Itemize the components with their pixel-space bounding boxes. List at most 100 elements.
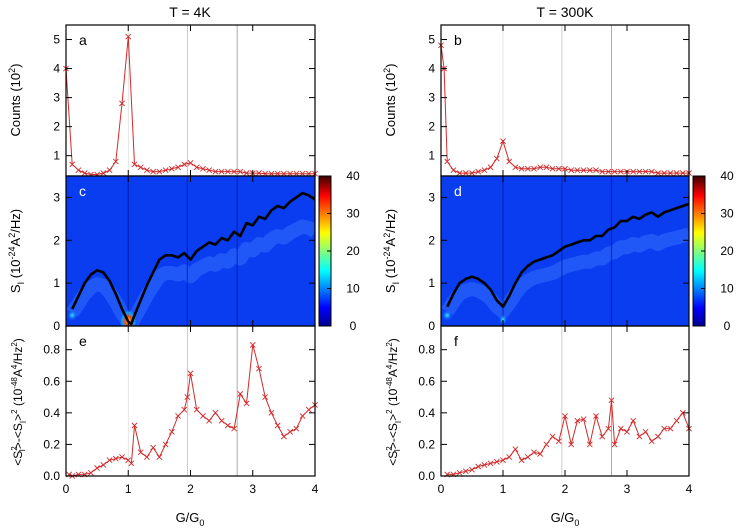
- data-point-marker: [568, 167, 575, 174]
- data-point-marker: [243, 400, 250, 407]
- data-point-marker: [524, 165, 531, 172]
- data-point-marker: [168, 428, 175, 435]
- panel-letter: f: [454, 333, 458, 349]
- data-point-marker: [605, 425, 612, 432]
- data-point-marker: [531, 449, 537, 456]
- panel-letter: a: [79, 32, 87, 48]
- data-point-marker: [162, 167, 169, 174]
- y-tick-label: 3: [53, 190, 60, 204]
- data-point-marker: [181, 406, 188, 413]
- data-point-marker: [131, 422, 138, 429]
- y-tick-label: 0.4: [418, 406, 435, 420]
- y-tick-label: 2: [53, 120, 60, 134]
- data-point-marker: [224, 168, 231, 175]
- data-point-marker: [574, 417, 581, 424]
- data-point-marker: [611, 168, 618, 175]
- data-point-marker: [586, 441, 593, 448]
- data-point-marker: [642, 168, 649, 175]
- data-point-marker: [119, 100, 125, 107]
- data-point-marker: [212, 409, 219, 416]
- data-point-marker: [679, 409, 686, 416]
- data-point-marker: [518, 165, 525, 172]
- title-left: T = 4K: [169, 4, 211, 20]
- y-tick-label: 0.2: [418, 437, 435, 451]
- data-point-marker: [679, 170, 686, 177]
- data-point-marker: [586, 167, 593, 174]
- data-point-marker: [506, 158, 513, 165]
- data-point-marker: [181, 161, 188, 168]
- colorbar-tick-label: 40: [720, 169, 734, 183]
- data-point-marker: [200, 413, 206, 419]
- data-point-marker: [100, 170, 107, 177]
- data-point-marker: [193, 164, 200, 171]
- ylabel-noise-right: SI (10-24A2/Hz): [382, 209, 401, 293]
- y-tick-label: 0.6: [43, 374, 60, 388]
- heatmap-diffuse-band: [66, 219, 315, 326]
- colorbar-tick-label: 0: [350, 319, 357, 333]
- data-point-marker: [599, 168, 606, 175]
- data-point-marker: [661, 425, 668, 432]
- data-point-marker: [456, 170, 463, 177]
- ylabel-variance-right: <S2I>-<SI>2 (10-48A4/Hz2): [385, 338, 403, 466]
- data-point-marker: [187, 160, 194, 166]
- heatmap-background: [66, 176, 315, 326]
- data-point-marker: [137, 164, 144, 171]
- panel-letter: d: [454, 183, 462, 199]
- data-point-marker: [673, 417, 680, 424]
- data-point-marker: [555, 438, 562, 445]
- data-point-marker: [655, 433, 661, 440]
- data-point-marker: [231, 425, 237, 432]
- series-line: [440, 45, 689, 174]
- data-point-marker: [193, 406, 200, 413]
- data-point-marker: [487, 164, 494, 171]
- data-point-marker: [481, 167, 488, 174]
- y-tick-label: 5: [53, 33, 60, 47]
- y-tick-label: 1: [428, 276, 435, 290]
- data-point-marker: [655, 170, 661, 177]
- colorbar-tick-label: 20: [720, 244, 734, 258]
- mean-noise-line: [446, 202, 689, 309]
- y-tick-label: 3: [428, 91, 435, 105]
- data-point-marker: [69, 161, 76, 168]
- series-line: [65, 36, 315, 175]
- y-tick-label: 4: [53, 62, 60, 76]
- data-point-marker: [256, 170, 262, 177]
- y-tick-label: 0.8: [418, 343, 435, 357]
- data-point-marker: [206, 167, 213, 174]
- data-point-marker: [580, 167, 587, 174]
- data-point-marker: [574, 167, 581, 174]
- data-point-marker: [150, 168, 157, 175]
- y-tick-label: 0: [428, 319, 435, 333]
- panel-b-counts-300k: b 1 2 3 4 5: [428, 24, 692, 177]
- data-point-marker: [630, 168, 637, 175]
- data-point-marker: [249, 342, 256, 348]
- data-point-marker: [144, 167, 150, 174]
- data-point-marker: [593, 413, 599, 419]
- data-point-marker: [593, 167, 599, 174]
- data-point-marker: [175, 413, 181, 419]
- data-point-marker: [611, 441, 618, 448]
- data-point-marker: [175, 164, 181, 171]
- heatmap-c: [66, 176, 315, 326]
- data-point-marker: [156, 454, 163, 460]
- plot-frame: [440, 24, 690, 177]
- data-point-marker: [500, 138, 506, 145]
- plot-frame: [65, 24, 316, 177]
- data-point-marker: [469, 170, 475, 177]
- xlabel-left: G/G0: [176, 510, 205, 528]
- heatmap-diffuse-band: [441, 227, 689, 319]
- x-tick-label: 0: [63, 482, 70, 496]
- mean-noise-line: [71, 191, 315, 326]
- data-point-marker: [128, 460, 135, 467]
- data-point-marker: [268, 409, 275, 416]
- data-point-marker: [642, 428, 649, 435]
- data-point-marker: [562, 165, 568, 172]
- data-point-marker: [150, 444, 157, 451]
- data-point-marker: [462, 170, 469, 177]
- plot-frame: [65, 325, 316, 477]
- heatmap-background: [441, 176, 689, 326]
- data-point-marker: [648, 438, 655, 445]
- data-point-marker: [444, 158, 451, 165]
- data-point-marker: [543, 164, 550, 171]
